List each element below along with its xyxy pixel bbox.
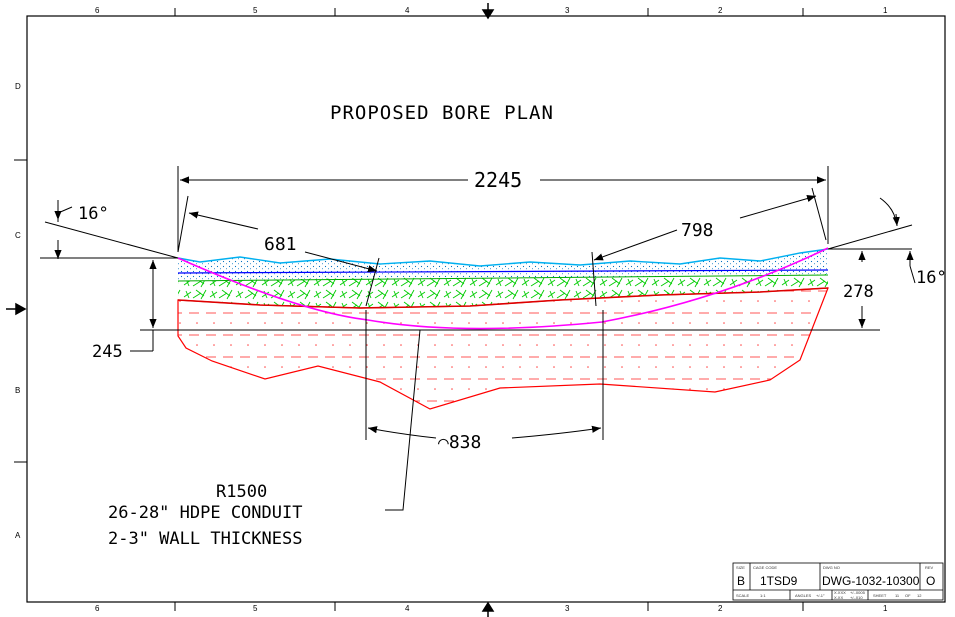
green-soil-layer [178,274,828,308]
zone-row-a: A [15,531,21,540]
zone-row-c: C [15,231,21,240]
of-value: 12 [917,593,922,598]
zone-col-top-5: 5 [253,6,258,15]
callout-leader [385,329,421,511]
exit-depth-label: 278 [843,282,874,302]
exit-extension-end [811,187,827,241]
entry-angle-line [44,221,179,259]
of-label: OF [905,593,911,598]
callout-conduit: 26-28" HDPE CONDUIT [108,503,302,523]
drawing-title: PROPOSED BORE PLAN [330,102,554,124]
angles-label: ANGLES [795,593,812,598]
zone-col-top-3: 3 [565,6,570,15]
size-value: B [737,574,745,588]
callout-radius: R1500 [216,482,267,502]
exit-angle-line [827,224,913,250]
exit-angle-arc [879,197,897,223]
cage-code-label: CAGE CODE [753,565,777,570]
drawing-number-value: DWG-1032-10300 [822,574,920,588]
callout-wall-thickness: 2-3" WALL THICKNESS [108,529,302,549]
exit-dimension-line-a [593,229,678,261]
tolerance-3: X.XX [834,595,843,600]
zone-col-top-2: 2 [718,6,723,15]
exit-angle-label: 16° [916,268,947,288]
entry-dimension-line-a [188,211,259,230]
ground-surface-line [177,248,829,267]
zone-col-top-6: 6 [95,6,100,15]
tolerance-1: X.XXX [834,590,846,595]
green-layer-boundary [177,274,829,282]
top-soil-layer [178,249,828,281]
drawing-number-label: DWG NO [823,565,840,570]
size-label: SIZE [736,565,745,570]
title-block [732,562,944,601]
zone-col-bottom-4: 4 [405,604,410,613]
zone-ticks [14,8,804,611]
rev-value: O [926,574,935,588]
rev-label: REV [925,565,934,570]
sheet-label: SHEET [873,593,887,598]
scale-value: 1:1 [760,593,766,598]
entry-depth-label: 245 [92,342,123,362]
arc-dimension-left [367,426,437,439]
zone-col-bottom-5: 5 [253,604,258,613]
entry-angle-label: 16° [78,204,109,224]
red-layer-boundary [177,287,829,309]
exit-dimension-line-b [739,195,817,219]
zone-row-b: B [15,386,20,395]
overall-length-label: 2245 [474,168,522,192]
center-marks [6,3,495,617]
angles-value: +/-1° [816,593,825,598]
entry-dimension-line-b [304,251,378,273]
sheet-value: 11 [895,593,900,598]
cage-code-value: 1TSD9 [760,574,798,588]
zone-row-d: D [15,82,21,91]
zone-col-bottom-1: 1 [883,604,888,613]
tolerance-2: +/-.0005 [850,590,866,595]
zone-col-bottom-2: 2 [718,604,723,613]
exit-angle-arrow-down [892,213,900,227]
zone-col-top-1: 1 [883,6,888,15]
scale-label: SCALE [736,593,749,598]
exit-angle-leader [909,265,916,284]
arc-dimension-right [511,425,602,439]
exit-length-label: 798 [681,220,714,241]
entry-length-label: 681 [264,234,297,255]
water-table-line [177,269,829,274]
bottom-arc-label: ⌒838 [438,432,481,453]
tolerance-4: +/-.010 [850,595,863,600]
zone-col-top-4: 4 [405,6,410,15]
zone-col-bottom-6: 6 [95,604,100,613]
entry-extension-start [177,195,189,253]
entry-angle-leader [57,206,73,214]
exit-extension-start [591,251,597,307]
zone-col-bottom-3: 3 [565,604,570,613]
bore-path [177,247,829,330]
